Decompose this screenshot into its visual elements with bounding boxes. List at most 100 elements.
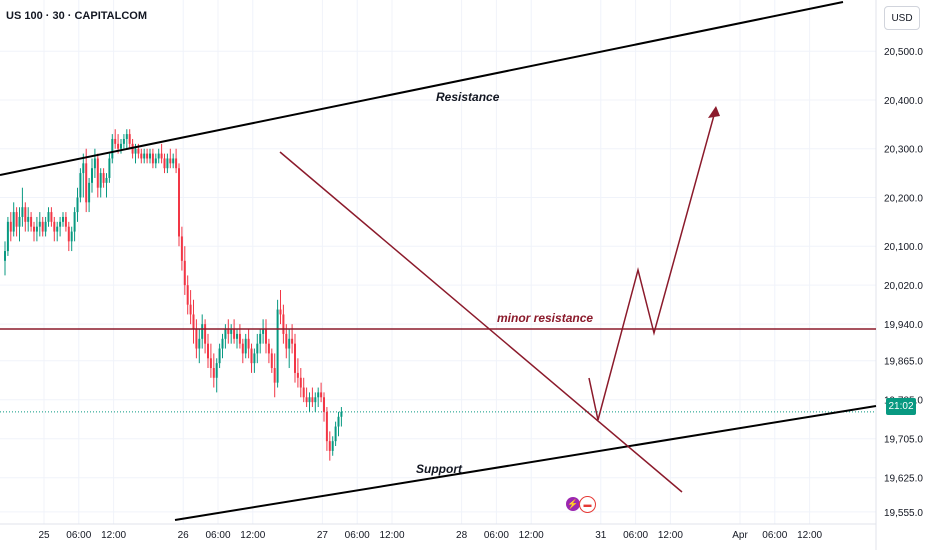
candle (41, 221, 44, 232)
us-flag-icon[interactable]: ▬ (579, 496, 596, 513)
last-price-label: 21:02 (886, 398, 916, 415)
x-tick-label: 27 (317, 530, 329, 541)
candle (12, 212, 15, 232)
candle (172, 158, 175, 164)
candle (50, 212, 53, 222)
candle (102, 173, 105, 183)
candle (99, 173, 102, 188)
candle (30, 216, 33, 227)
candle (238, 333, 241, 344)
candle (328, 441, 331, 451)
projection-arrowhead (708, 106, 720, 118)
candle (262, 329, 265, 334)
candle (18, 216, 21, 227)
candle (111, 138, 114, 159)
candle (320, 392, 323, 398)
y-tick-label: 20,200.0 (884, 193, 923, 204)
candle (166, 158, 169, 169)
candle (247, 338, 250, 349)
candle (180, 236, 183, 261)
candle (201, 324, 204, 339)
x-tick-label: 25 (38, 530, 50, 541)
candle (33, 226, 35, 232)
candle (233, 329, 236, 339)
x-tick-label: 06:00 (205, 530, 230, 541)
y-tick-label: 19,865.0 (884, 357, 923, 368)
candle (195, 329, 198, 349)
candle (337, 416, 340, 427)
candle (79, 173, 82, 198)
x-tick-label: 12:00 (240, 530, 265, 541)
candle (122, 138, 125, 144)
y-tick-label: 20,500.0 (884, 47, 923, 58)
candle (137, 148, 140, 154)
y-tick-label: 20,300.0 (884, 145, 923, 156)
candle (9, 221, 12, 232)
x-tick-label: 06:00 (484, 530, 509, 541)
candle (64, 216, 67, 227)
projection-path (588, 107, 717, 421)
candle (221, 338, 224, 349)
candle (215, 363, 218, 378)
candle (146, 153, 149, 159)
candle (44, 221, 47, 232)
y-tick-label: 19,940.0 (884, 320, 923, 331)
candle (178, 168, 180, 237)
candle (154, 158, 157, 164)
candle (256, 343, 259, 354)
candle (143, 153, 146, 159)
candle (157, 153, 160, 159)
lightning-icon[interactable]: ⚡ (566, 497, 580, 511)
candle (331, 441, 334, 451)
candle (250, 348, 253, 364)
x-tick-label: 12:00 (379, 530, 404, 541)
x-tick-label: 06:00 (762, 530, 787, 541)
candle (198, 338, 201, 349)
y-tick-label: 19,625.0 (884, 474, 923, 485)
candle (192, 314, 195, 330)
candle (189, 304, 192, 315)
candle (259, 333, 262, 344)
candle (227, 329, 230, 334)
candle (244, 338, 247, 354)
candle (204, 324, 207, 344)
candle (302, 387, 305, 398)
candle (62, 216, 64, 222)
candle (88, 182, 91, 203)
candle (317, 392, 320, 398)
candle (82, 163, 85, 174)
candle (128, 134, 131, 144)
y-tick-label: 20,100.0 (884, 242, 923, 253)
candle (163, 158, 166, 169)
y-tick-label: 19,555.0 (884, 508, 923, 519)
candle (91, 168, 93, 183)
candle (186, 285, 189, 305)
currency-button[interactable]: USD (884, 6, 920, 30)
resistance-trendline (0, 1, 844, 176)
support-label: Support (416, 462, 463, 476)
candle (15, 212, 18, 227)
x-tick-label: 06:00 (345, 530, 370, 541)
candle (21, 207, 24, 217)
x-tick-label: 06:00 (623, 530, 648, 541)
candle (314, 397, 317, 403)
candle (296, 372, 299, 378)
candle (53, 221, 56, 232)
candle (76, 197, 79, 213)
candle (273, 368, 276, 383)
y-tick-label: 19,705.0 (884, 435, 923, 446)
bearish-trendline (279, 151, 683, 493)
x-tick-label: 12:00 (797, 530, 822, 541)
candle (230, 329, 233, 334)
minor-resistance-label: minor resistance (497, 311, 593, 325)
candle (288, 338, 291, 349)
candle (236, 333, 238, 339)
candle (175, 158, 178, 169)
candle (149, 153, 151, 159)
candle (35, 226, 38, 232)
candle (265, 329, 267, 344)
candle (125, 134, 128, 139)
candle (334, 426, 337, 442)
candle (73, 212, 76, 232)
